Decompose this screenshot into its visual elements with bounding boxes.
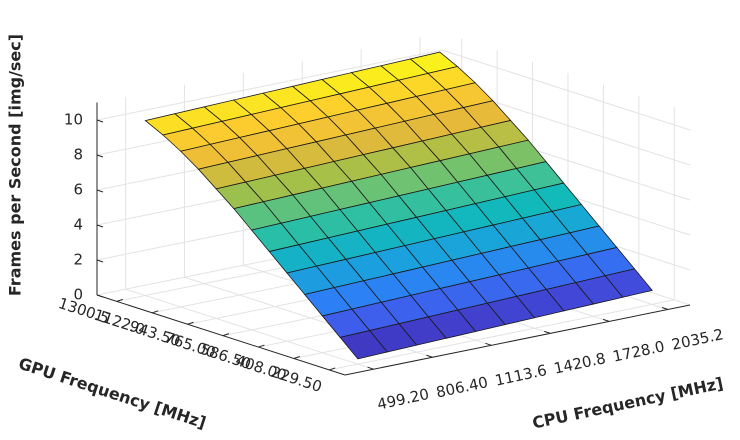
x-tick-label: 1113.6 — [493, 361, 548, 390]
x-tick — [661, 306, 669, 310]
y-tick — [258, 344, 265, 348]
y-tick — [187, 321, 194, 325]
y-tick — [151, 310, 159, 314]
z-axis-label: Frames per Second [img/sec] — [6, 34, 25, 296]
z-tick-label: 2 — [73, 251, 83, 269]
x-tick-label: 1728.0 — [611, 337, 666, 366]
x-axis-label: CPU Frequency [MHz] — [531, 374, 725, 433]
x-tick — [367, 366, 374, 370]
x-tick — [544, 330, 551, 334]
y-tick — [329, 367, 336, 371]
z-tick-label: 6 — [73, 181, 83, 199]
x-tick-label: 806.40 — [435, 373, 490, 402]
grid-line — [329, 299, 675, 371]
grid-line — [125, 288, 374, 370]
y-tick — [116, 298, 123, 302]
surface-patch — [339, 330, 388, 360]
z-tick — [96, 154, 104, 158]
z-tick-label: 4 — [73, 216, 83, 234]
x-tick — [485, 342, 492, 346]
y-axis-label: GPU Frequency [MHz] — [16, 354, 208, 433]
x-tick — [426, 354, 433, 358]
x-tick-label: 1420.8 — [552, 349, 607, 378]
z-tick-label: 0 — [73, 286, 83, 304]
z-tick — [96, 224, 104, 228]
grid-line — [441, 49, 691, 131]
grid-line — [96, 49, 443, 121]
z-tick — [96, 189, 104, 193]
y-tick — [222, 333, 230, 337]
x-tick — [602, 318, 610, 322]
z-tick — [96, 294, 104, 298]
z-tick-label: 8 — [73, 146, 83, 164]
y-axis — [96, 294, 346, 376]
z-tick-label: 10 — [64, 111, 83, 129]
y-tick-label: 1300.5 — [56, 294, 111, 327]
y-tick — [293, 356, 300, 359]
x-tick-label: 2035.2 — [670, 325, 725, 354]
z-tick — [96, 259, 104, 263]
z-tick — [96, 119, 104, 123]
x-axis — [344, 304, 691, 376]
x-tick-label: 499.20 — [376, 385, 431, 414]
